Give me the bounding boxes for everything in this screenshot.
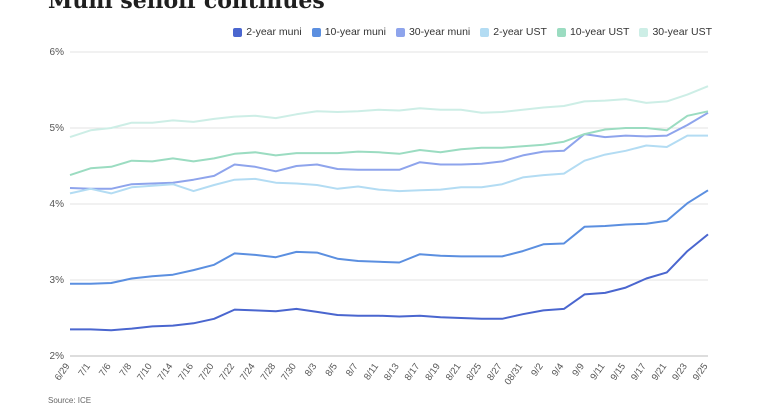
series-line-2-year-muni — [70, 233, 709, 332]
legend-label: 30-year UST — [652, 26, 712, 38]
legend-swatch — [480, 27, 490, 37]
x-tick-label: 9/2 — [529, 361, 546, 378]
legend-item: 2-year UST — [480, 26, 547, 38]
legend-swatch — [395, 27, 405, 37]
legend-swatch — [233, 27, 243, 37]
x-tick-label: 8/17 — [403, 361, 423, 382]
source-note: Source: ICE — [48, 396, 92, 405]
y-tick-label: 5% — [50, 123, 65, 134]
series-line-10-year-ust — [69, 110, 709, 177]
y-tick-label: 2% — [50, 351, 65, 362]
x-tick-label: 7/10 — [135, 361, 155, 382]
x-tick-label: 7/20 — [197, 361, 217, 382]
legend-label: 30-year muni — [408, 26, 471, 38]
x-tick-label: 8/7 — [344, 361, 361, 378]
x-tick-label: 9/17 — [629, 361, 649, 382]
x-tick-label: 8/3 — [303, 361, 320, 378]
legend-item: 10-year UST — [556, 26, 630, 38]
x-tick-label: 7/1 — [76, 361, 93, 378]
x-tick-label: 6/29 — [53, 361, 73, 382]
legend: 2-year muni 10-year muni 30-year muni 2-yea… — [233, 26, 712, 38]
x-tick-label: 8/13 — [382, 361, 402, 382]
x-tick-label: 9/21 — [650, 361, 670, 382]
x-tick-label: 7/6 — [97, 361, 114, 378]
legend-item: 2-year muni — [233, 26, 302, 38]
x-tick-label: 8/25 — [464, 361, 484, 382]
series-line-2-year-ust — [69, 134, 708, 195]
y-tick-label: 6% — [50, 47, 65, 58]
legend-item: 10-year muni — [311, 26, 386, 38]
x-tick-label: 7/22 — [217, 361, 237, 382]
legend-label: 10-year UST — [569, 26, 630, 38]
x-tick-label: 8/27 — [485, 361, 505, 382]
legend-label: 10-year muni — [324, 26, 386, 38]
x-tick-label: 7/28 — [259, 361, 279, 382]
series-line-30-year-ust — [69, 85, 709, 139]
x-tick-label: 7/24 — [238, 361, 258, 382]
x-tick-label: 9/23 — [670, 361, 690, 382]
y-tick-label: 4% — [50, 199, 65, 210]
x-tick-label: 7/8 — [118, 361, 135, 378]
x-tick-label: 9/15 — [609, 361, 629, 382]
x-tick-label: 7/16 — [176, 361, 196, 382]
legend-swatch — [556, 27, 566, 37]
x-tick-label: 9/11 — [588, 361, 607, 382]
x-tick-label: 7/30 — [279, 361, 299, 382]
y-tick-label: 3% — [50, 275, 65, 286]
legend-swatch — [311, 27, 321, 37]
x-tick-label: 9/4 — [550, 361, 567, 378]
x-tick-label: 7/14 — [156, 361, 176, 382]
x-tick-label: 08/31 — [503, 361, 526, 387]
legend-label: 2-year muni — [246, 26, 302, 38]
x-tick-label: 8/21 — [444, 361, 464, 382]
x-tick-label: 8/5 — [323, 361, 340, 378]
legend-swatch — [639, 27, 649, 37]
x-tick-label: 8/11 — [362, 361, 381, 382]
chart-title: Muni selloff continues — [48, 0, 325, 14]
legend-label: 2-year UST — [493, 26, 547, 38]
series-line-10-year-muni — [70, 189, 709, 285]
legend-item: 30-year muni — [395, 26, 471, 38]
x-tick-label: 9/9 — [570, 361, 587, 378]
legend-item: 30-year UST — [639, 26, 712, 38]
x-tick-label: 8/19 — [423, 361, 443, 382]
series-line-30-year-muni — [69, 111, 709, 190]
x-tick-label: 9/25 — [691, 361, 711, 382]
